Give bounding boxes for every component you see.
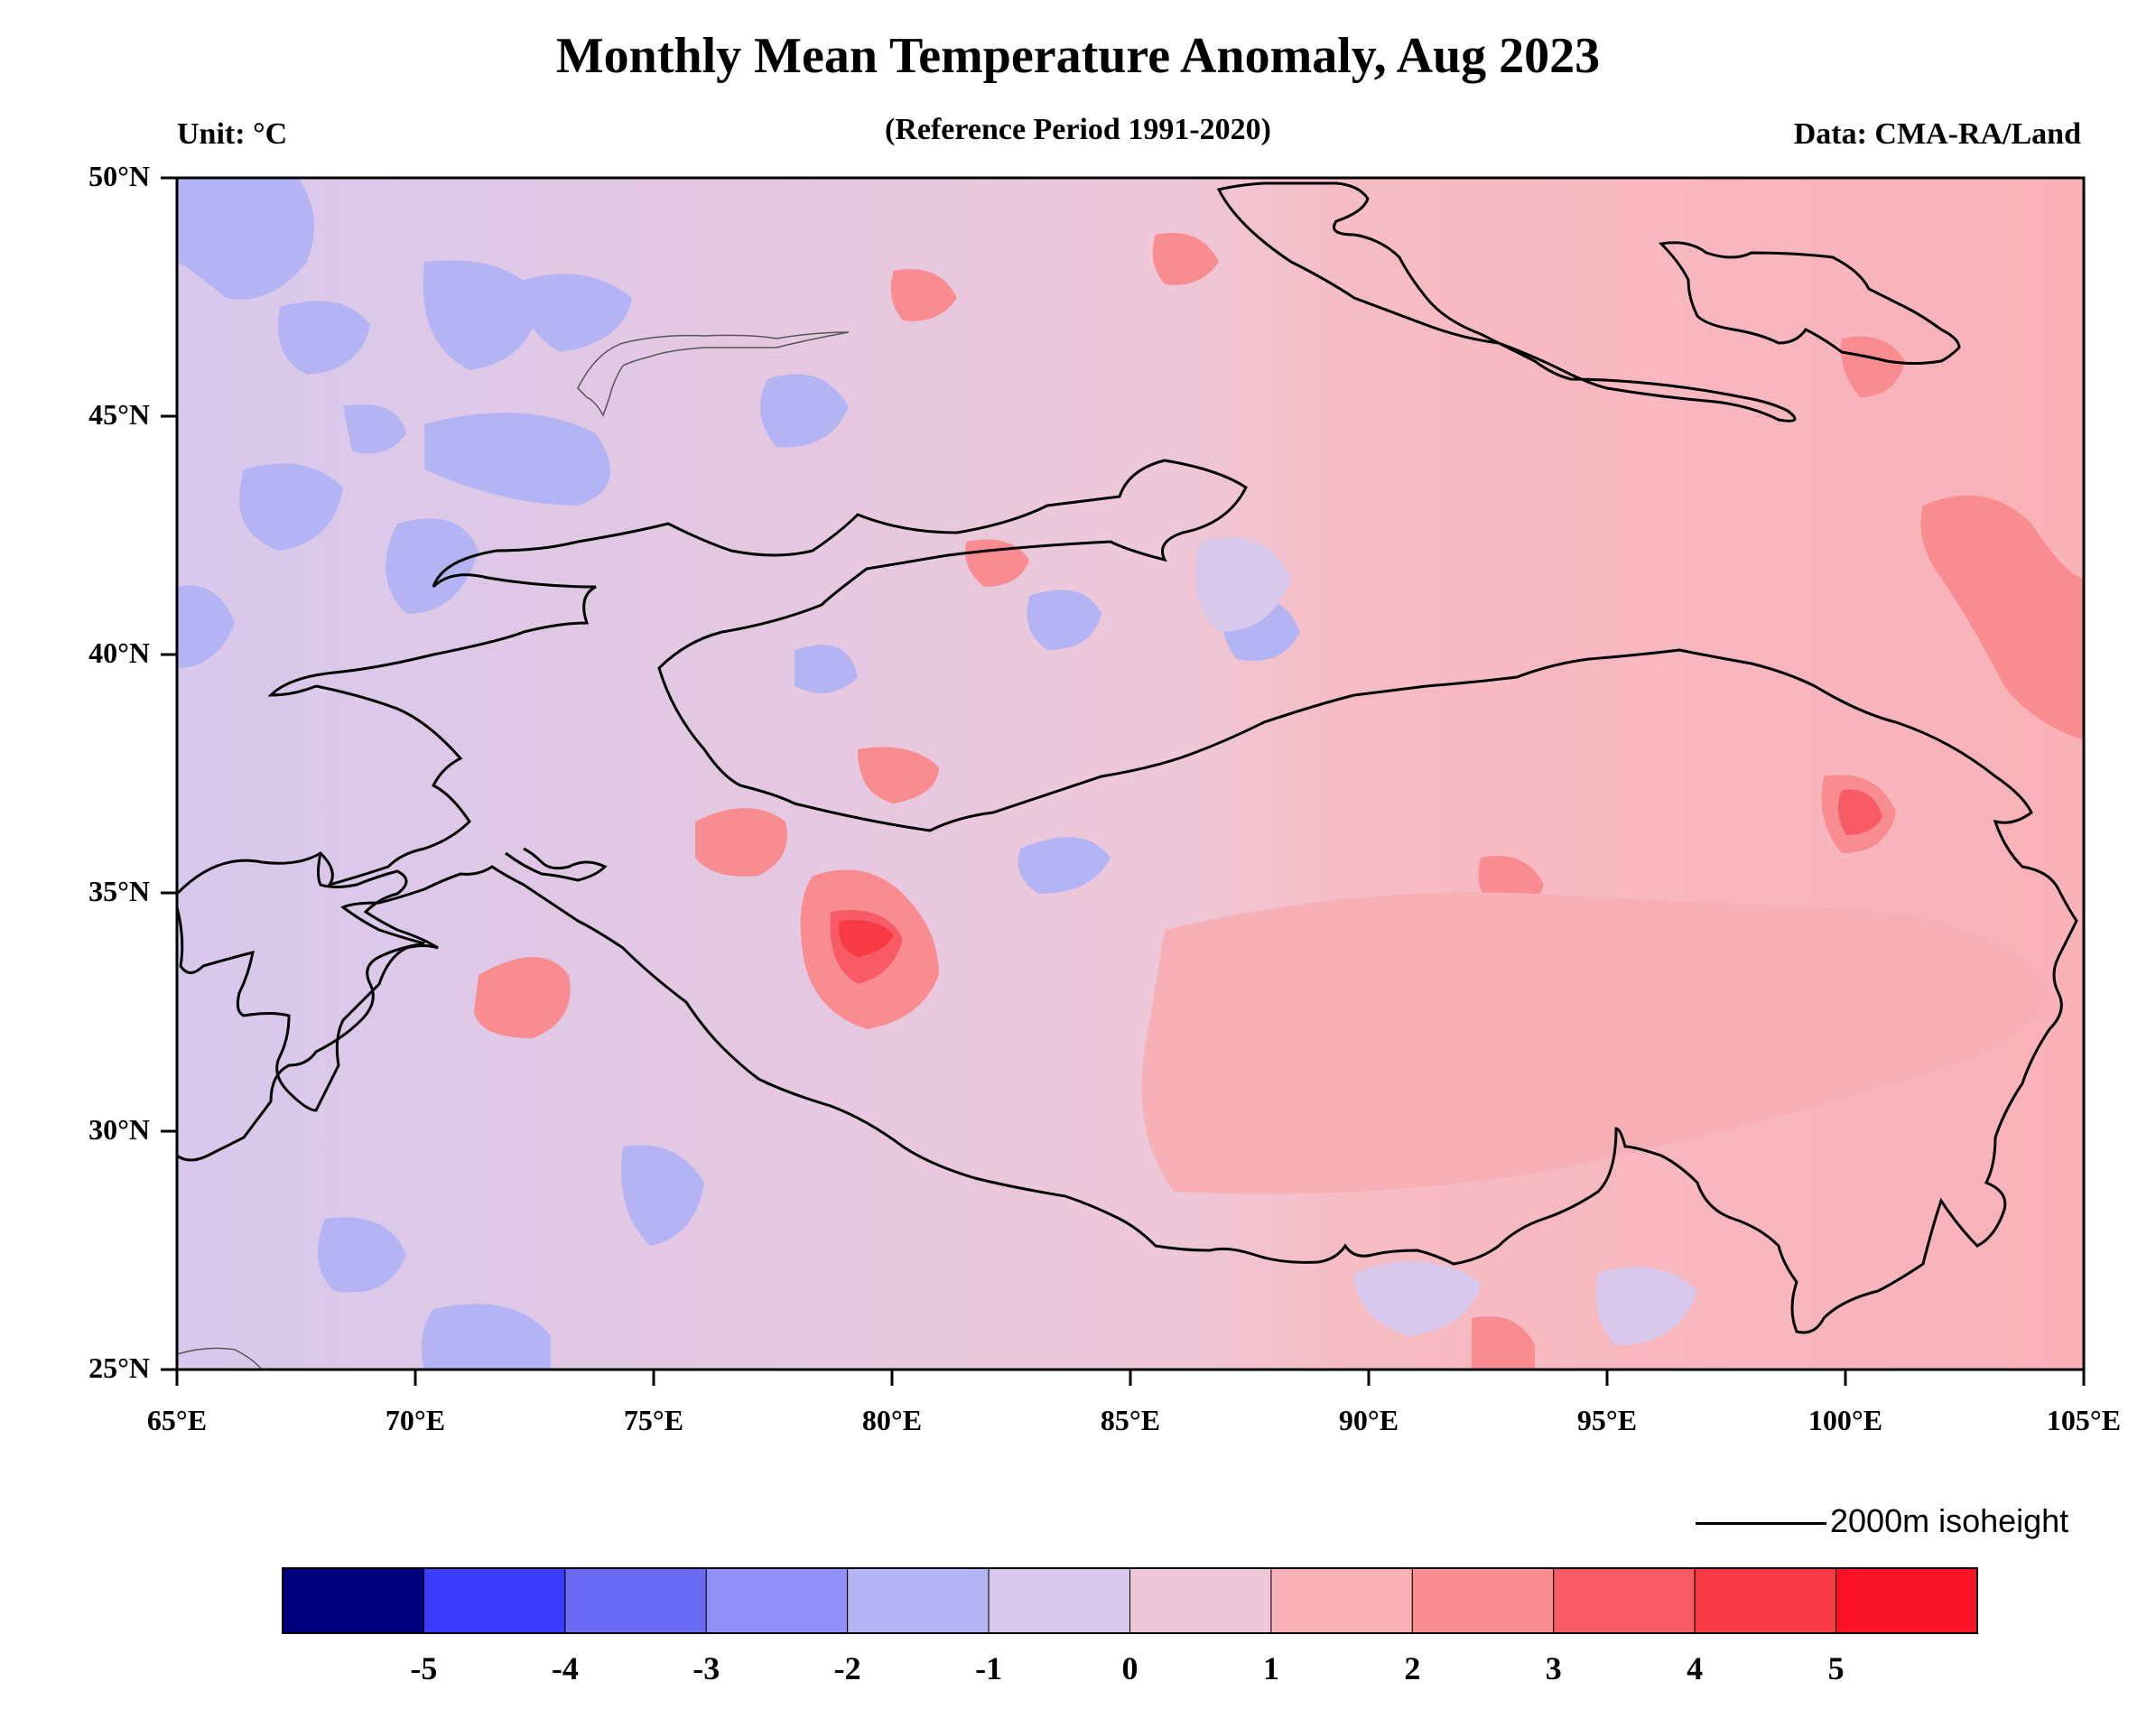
x-tick-label: 65°E [146, 1404, 208, 1436]
anomaly-region [1152, 233, 1219, 285]
anomaly-region [239, 463, 343, 551]
anomaly-field [177, 178, 2084, 1370]
colorbar-label: 1 [1262, 1650, 1279, 1686]
anomaly-region [795, 645, 858, 693]
anomaly-region [343, 404, 406, 454]
x-tick-label: 70°E [385, 1404, 446, 1436]
isoheight-contour [505, 847, 608, 882]
colorbar-swatch [705, 1567, 849, 1634]
anomaly-region [695, 808, 787, 877]
x-tick-label: 95°E [1576, 1404, 1638, 1436]
x-tick-label: 85°E [1100, 1404, 1161, 1436]
colorbar-label: -2 [833, 1650, 861, 1686]
colorbar-label: 0 [1121, 1650, 1138, 1686]
anomaly-region [421, 1304, 551, 1370]
axis-ticks [161, 176, 2086, 1386]
anomaly-region [1027, 590, 1101, 650]
colorbar-label: -4 [551, 1650, 579, 1686]
map-subtitle: (Reference Period 1991-2020) [885, 113, 1271, 146]
anomaly-region [1841, 336, 1905, 397]
anomaly-region [839, 920, 894, 957]
isoheight-contour [1216, 181, 1797, 423]
y-tick-label: 45°N [88, 398, 150, 431]
colorbar-swatch [1411, 1567, 1555, 1634]
anomaly-region [1595, 1267, 1697, 1345]
anomaly-region [522, 274, 632, 352]
anomaly-region [1472, 1316, 1535, 1370]
isoheight-contour [177, 459, 2078, 1334]
colorbar-swatch [1694, 1567, 1837, 1634]
colorbar-swatch [847, 1567, 990, 1634]
colorbar-swatch [1129, 1567, 1272, 1634]
colorbar-swatch [564, 1567, 707, 1634]
anomaly-region [318, 1217, 406, 1293]
colorbar-label: 3 [1545, 1650, 1562, 1686]
y-tick-label: 40°N [88, 636, 150, 669]
x-tick-label: 75°E [623, 1404, 684, 1436]
x-tick-label: 100°E [1808, 1404, 1883, 1436]
isoheight-contour [177, 852, 439, 1112]
colorbar-label: 5 [1827, 1650, 1845, 1686]
isoheight-legend-line [1696, 1522, 1826, 1525]
x-tick-label: 80°E [861, 1404, 923, 1436]
colorbar-frame [282, 1567, 1978, 1634]
anomaly-region [386, 518, 479, 614]
data-source-label: Data: CMA-RA/Land [1793, 117, 2081, 151]
anomaly-region [278, 301, 370, 375]
map-title: Monthly Mean Temperature Anomaly, Aug 20… [555, 28, 1601, 84]
y-tick-label: 30°N [88, 1113, 150, 1146]
y-tick-label: 50°N [88, 160, 150, 192]
anomaly-region [858, 747, 939, 803]
coast-outline [177, 1347, 263, 1370]
colorbar-swatch [1553, 1567, 1696, 1634]
colorbar-label: 4 [1687, 1650, 1704, 1686]
isoheight-contour [1658, 241, 1961, 365]
anomaly-region [1018, 837, 1111, 894]
colorbar-label: 2 [1404, 1650, 1421, 1686]
anomaly-region [1354, 1261, 1481, 1336]
anomaly-region [474, 957, 571, 1038]
isoheight-legend-label: 2000m isoheight [1830, 1502, 2069, 1539]
anomaly-background [177, 178, 2084, 1370]
anomaly-region [890, 269, 957, 321]
colorbar-swatch [423, 1567, 566, 1634]
anomaly-region [424, 413, 610, 506]
colorbar-label: -3 [692, 1650, 720, 1686]
colorbar-label: -5 [410, 1650, 438, 1686]
unit-label: Unit: °C [177, 117, 288, 151]
colorbar [282, 1567, 1978, 1634]
x-tick-label: 90°E [1338, 1404, 1399, 1436]
y-tick-label: 25°N [88, 1351, 150, 1384]
lake-outline [577, 331, 850, 417]
anomaly-region [1194, 537, 1291, 632]
anomaly-region [177, 585, 235, 668]
colorbar-swatch [1835, 1567, 1978, 1634]
y-tick-label: 35°N [88, 875, 150, 907]
anomaly-region [1920, 495, 2084, 740]
x-tick-label: 105°E [2046, 1404, 2122, 1436]
colorbar-swatch [988, 1567, 1131, 1634]
colorbar-label: -1 [975, 1650, 1003, 1686]
anomaly-region [760, 374, 849, 448]
colorbar-swatch [1270, 1567, 1413, 1634]
anomaly-region [1838, 789, 1882, 835]
anomaly-region [621, 1145, 704, 1246]
colorbar-swatch [282, 1567, 424, 1634]
anomaly-region [423, 260, 542, 370]
anomaly-region [177, 178, 314, 300]
anomaly-region [1141, 892, 2049, 1194]
